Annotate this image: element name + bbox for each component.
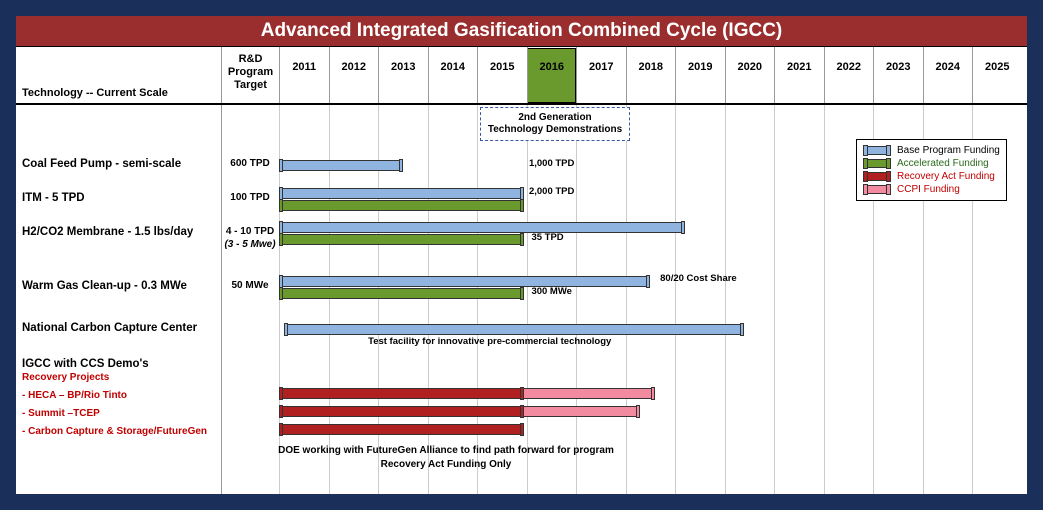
gantt-bar bbox=[279, 288, 524, 299]
header-year: 2022 bbox=[824, 47, 874, 103]
header-year: 2025 bbox=[972, 47, 1022, 103]
row-label: IGCC with CCS Demo's bbox=[22, 358, 149, 370]
gantt-bar bbox=[284, 324, 744, 335]
legend-item: Recovery Act Funding bbox=[863, 171, 1000, 182]
legend-item: Accelerated Funding bbox=[863, 158, 1000, 169]
legend-label: Recovery Act Funding bbox=[897, 171, 995, 182]
legend-label: Accelerated Funding bbox=[897, 158, 989, 169]
chart-frame: Advanced Integrated Gasification Combine… bbox=[14, 14, 1029, 496]
legend-swatch bbox=[863, 185, 891, 194]
header-year: 2015 bbox=[477, 47, 527, 103]
gantt-bar bbox=[279, 424, 524, 435]
bar-annotation: 300 MWe bbox=[531, 286, 571, 297]
row-label: - Carbon Capture & Storage/FutureGen bbox=[22, 426, 207, 437]
chart-title: Advanced Integrated Gasification Combine… bbox=[16, 16, 1027, 47]
legend-swatch bbox=[863, 146, 891, 155]
footnote: DOE working with FutureGen Alliance to f… bbox=[246, 445, 646, 456]
legend-item: Base Program Funding bbox=[863, 145, 1000, 156]
header-year: 2021 bbox=[774, 47, 824, 103]
legend-label: CCPI Funding bbox=[897, 184, 960, 195]
row-label: - Summit –TCEP bbox=[22, 408, 100, 419]
header-year: 2016 bbox=[527, 47, 577, 103]
gantt-bar bbox=[279, 406, 524, 417]
row-target: 100 TPD bbox=[221, 192, 279, 203]
legend-item: CCPI Funding bbox=[863, 184, 1000, 195]
row-target: 4 - 10 TPD bbox=[221, 226, 279, 237]
bar-annotation: 80/20 Cost Share bbox=[660, 273, 737, 284]
legend: Base Program Funding Accelerated Funding R… bbox=[856, 139, 1007, 201]
row-label: Recovery Projects bbox=[22, 372, 109, 383]
header-year: 2011 bbox=[279, 47, 329, 103]
header-year: 2020 bbox=[725, 47, 775, 103]
legend-swatch bbox=[863, 159, 891, 168]
footnote: Recovery Act Funding Only bbox=[246, 459, 646, 470]
gantt-bar bbox=[279, 160, 403, 171]
row-label: Warm Gas Clean-up - 0.3 MWe bbox=[22, 280, 187, 292]
header-year: 2018 bbox=[626, 47, 676, 103]
legend-swatch bbox=[863, 172, 891, 181]
row-label: Coal Feed Pump - semi-scale bbox=[22, 158, 181, 170]
bar-annotation: 2,000 TPD bbox=[529, 186, 574, 197]
row-label: ITM - 5 TPD bbox=[22, 192, 85, 204]
row-label: - HECA – BP/Rio Tinto bbox=[22, 390, 127, 401]
row-target: 600 TPD bbox=[221, 158, 279, 169]
gantt-bar bbox=[279, 276, 650, 287]
callout-box: 2nd GenerationTechnology Demonstrations bbox=[480, 107, 630, 141]
header-year: 2024 bbox=[923, 47, 973, 103]
header-year: 2023 bbox=[873, 47, 923, 103]
header-year: 2013 bbox=[378, 47, 428, 103]
legend-label: Base Program Funding bbox=[897, 145, 1000, 156]
bar-annotation: 35 TPD bbox=[531, 232, 563, 243]
chart-area: Technology -- Current ScaleR&DProgramTar… bbox=[16, 47, 1027, 495]
row-target: 50 MWe bbox=[221, 280, 279, 291]
gantt-bar bbox=[279, 388, 524, 399]
bar-annotation: Test facility for innovative pre-commerc… bbox=[368, 336, 611, 347]
header-target: R&DProgramTarget bbox=[221, 47, 279, 103]
bar-annotation: 1,000 TPD bbox=[529, 158, 574, 169]
row-label: H2/CO2 Membrane - 1.5 lbs/day bbox=[22, 226, 193, 238]
gantt-bar bbox=[279, 222, 685, 233]
row-target-sub: (3 - 5 Mwe) bbox=[221, 239, 279, 250]
header-year: 2012 bbox=[329, 47, 379, 103]
header-year: 2019 bbox=[675, 47, 725, 103]
header-year: 2014 bbox=[428, 47, 478, 103]
header-year: 2017 bbox=[576, 47, 626, 103]
gantt-bar bbox=[279, 188, 524, 199]
gantt-bar bbox=[279, 200, 524, 211]
row-label: National Carbon Capture Center bbox=[22, 322, 197, 334]
header-technology: Technology -- Current Scale bbox=[16, 47, 221, 103]
gantt-bar bbox=[279, 234, 524, 245]
